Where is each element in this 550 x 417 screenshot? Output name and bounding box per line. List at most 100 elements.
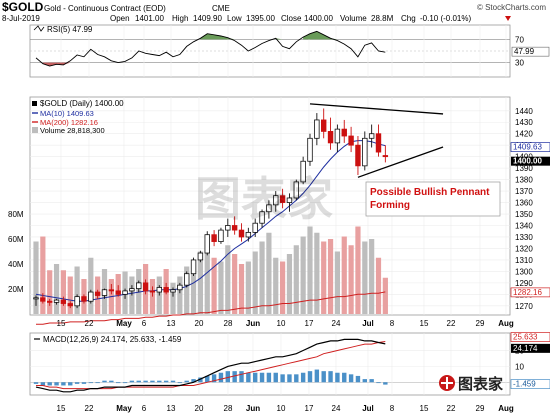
candle-body: [53, 299, 60, 303]
candle-body: [156, 287, 162, 293]
macd-hist-bar: [266, 372, 272, 383]
candle: [231, 216, 238, 235]
candle-body: [108, 289, 115, 292]
volume-tick-label: 40M: [8, 260, 24, 269]
candle: [300, 156, 306, 185]
candle-body: [238, 229, 245, 238]
candle-body: [60, 299, 67, 304]
candle: [142, 279, 149, 295]
volume-bar: [341, 236, 347, 314]
macd-hist-bar: [369, 379, 374, 383]
header-date: 8-Jul-2019: [2, 14, 40, 23]
candle-body: [163, 287, 169, 293]
candle-body: [183, 273, 190, 286]
rsi-legend: RSI(5) 47.99: [33, 25, 93, 34]
x-tick-label: May: [116, 319, 132, 328]
x-tick-label: 6: [142, 404, 147, 413]
candle: [94, 289, 101, 299]
candle: [327, 117, 334, 150]
price-tick-label: 1430: [515, 118, 533, 127]
price-tick-label: 1340: [515, 222, 533, 231]
annotation-line-1: Possible Bullish Pennant: [370, 187, 490, 198]
x-tick-label: Jun: [246, 404, 260, 413]
macd-hist-bar: [246, 372, 251, 383]
candle: [47, 298, 53, 306]
candle-body: [231, 225, 238, 231]
ma10-line: [35, 140, 386, 302]
x-axis-labels-bottom: 15 22 May 6 13 20 28 Jun 10 17 24 Jul 8 15 22 29 Aug: [57, 404, 514, 413]
candle: [211, 230, 217, 247]
price-tick-label: 1290: [515, 279, 533, 288]
macd-hist-bar: [136, 380, 141, 383]
volume-bar: [307, 226, 313, 314]
x-tick-label: 8: [390, 404, 395, 413]
candle: [320, 108, 327, 139]
candle-body: [341, 128, 347, 137]
candle-body: [382, 155, 389, 158]
price-tick-label: 1310: [515, 256, 533, 265]
macd-hist-bar: [109, 380, 114, 383]
candle: [129, 285, 135, 296]
candle: [273, 191, 279, 212]
macd-hist-bar: [33, 382, 39, 384]
candle-body: [149, 290, 156, 293]
volume-bar: [88, 257, 94, 314]
volume-bar: [190, 261, 197, 314]
macd-badge-value: 24.174: [513, 344, 538, 353]
volume-bar: [47, 270, 53, 314]
macd-hist-bar: [355, 375, 361, 383]
macd-hist-bar: [205, 375, 210, 383]
open-value: 1401.00: [135, 14, 164, 23]
volume-axis-labels: 20M 40M 60M 80M: [8, 210, 24, 294]
candle: [334, 124, 341, 153]
candle-body: [259, 211, 265, 224]
volume-bar: [218, 261, 224, 314]
macd-hist-bar: [314, 369, 320, 383]
price-tick-label: 1350: [515, 210, 533, 219]
legend-ma10: MA(10) 1409.63: [40, 109, 94, 118]
candle: [279, 188, 286, 209]
rsi-badge: 47.99: [511, 46, 550, 57]
price-tick-label: 1270: [515, 302, 533, 311]
pennant-lines: [309, 103, 444, 178]
candle: [88, 289, 94, 304]
candle-body: [81, 296, 87, 302]
x-tick-label: 15: [420, 404, 429, 413]
candle-body: [307, 137, 313, 162]
x-tick-label: Jul: [362, 404, 374, 413]
candle: [341, 119, 347, 143]
volume-bar: [204, 241, 210, 314]
candle-body: [245, 231, 252, 238]
x-tick-label: 10: [277, 404, 286, 413]
candle-body: [177, 284, 183, 291]
macd-hist-bar: [88, 382, 93, 384]
candle: [136, 280, 142, 293]
price-tick-label: 1300: [515, 267, 533, 276]
volume-bar: [53, 264, 60, 314]
macd-hist-bar: [328, 371, 333, 383]
x-axis-labels-top: 15 22 May 6 13 20 28 Jun 10 17 24 Jul 8 15 22 29 Aug: [57, 319, 514, 328]
candle: [197, 250, 204, 263]
watermark-text: 图表家: [195, 172, 333, 226]
volume-bar: [314, 232, 320, 314]
volume-bar: [232, 254, 238, 314]
macd-hist-bar: [383, 382, 388, 385]
x-tick-label: 15: [57, 404, 66, 413]
volume-bar: [40, 236, 46, 314]
candle-body: [74, 296, 80, 307]
x-tick-label: 6: [142, 319, 147, 328]
price-axis-labels: 1270128012901300131013201330134013501360…: [515, 107, 533, 311]
candle-body: [190, 259, 197, 275]
candle: [33, 295, 39, 306]
candle: [368, 124, 375, 148]
x-tick-label: Jul: [362, 319, 374, 328]
x-tick-label: Aug: [498, 319, 514, 328]
macd-signal-badge-value: 25.633: [513, 333, 538, 342]
macd-hist-bar: [335, 372, 340, 383]
macd-hist-bar: [198, 377, 203, 383]
chg-value: -0.10 (-0.01%): [420, 14, 471, 23]
close-badge-value: 1400.00: [513, 157, 542, 166]
high-label: High: [172, 14, 188, 23]
macd-hist-bar: [342, 372, 347, 383]
annotation-line-2: Forming: [370, 200, 410, 211]
